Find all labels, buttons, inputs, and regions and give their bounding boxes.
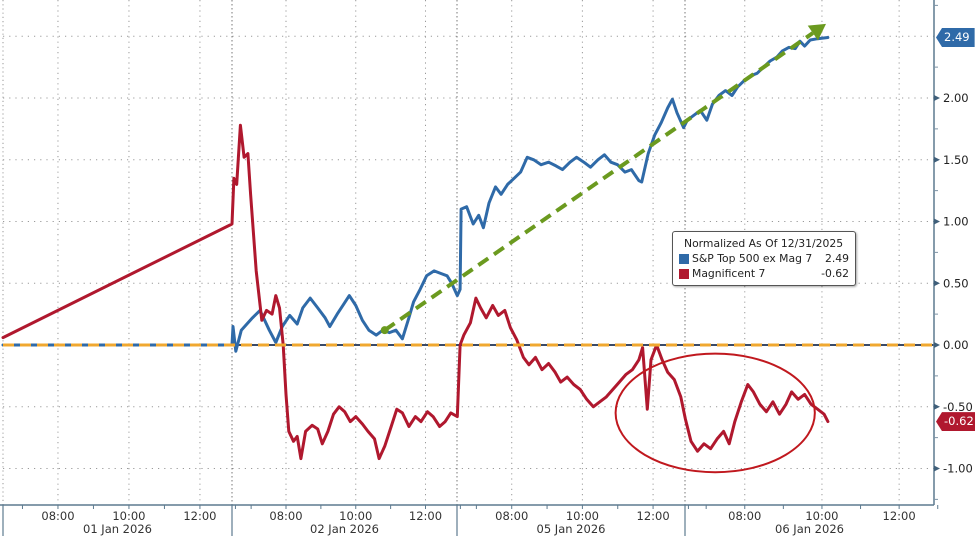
x-tick-label: 12:00 — [183, 509, 216, 523]
annotations — [3, 23, 934, 474]
y-tick-label: -1.00 — [943, 462, 973, 476]
legend-entry-sp500-ex-mag7: S&P Top 500 ex Mag 7 2.49 — [679, 251, 849, 266]
x-tick-label: 10:00 — [566, 509, 599, 523]
x-tick-label: 12:00 — [637, 509, 670, 523]
x-tick-label: 10:00 — [339, 509, 372, 523]
y-tick-label: 0.50 — [943, 276, 969, 290]
highlight-ellipse — [614, 352, 816, 474]
x-day-label: 06 Jan 2026 — [775, 522, 844, 536]
trend-arrow — [383, 31, 815, 332]
legend: Normalized As Of 12/31/2025 S&P Top 500 … — [672, 231, 856, 286]
arrow-head-icon — [807, 23, 827, 41]
x-tick-label: 12:00 — [883, 509, 916, 523]
legend-entry-value: -0.62 — [821, 267, 849, 280]
y-axis-ticks: 2.00 1.50 1.00 0.50 0.00 -0.50 -1.00 — [934, 4, 973, 500]
legend-entry-name: Magnificent 7 — [692, 267, 766, 280]
legend-swatch-icon — [679, 253, 689, 264]
y-tick-label: 0.00 — [943, 338, 969, 352]
magnificent-7-line — [1, 123, 830, 461]
x-tick-label: 10:00 — [805, 509, 838, 523]
x-tick-label: 10:00 — [112, 509, 145, 523]
x-tick-label: 08:00 — [269, 509, 302, 523]
legend-entry-value: 2.49 — [824, 252, 849, 265]
legend-swatch-icon — [679, 268, 689, 279]
series-lines — [1, 36, 830, 461]
y-tick-label: 2.00 — [943, 91, 969, 105]
trend-arrow-start-dot — [380, 326, 389, 335]
last-value-badge-magnificent-7: -0.62 — [936, 412, 975, 432]
y-tick-label: -0.50 — [943, 400, 973, 414]
x-day-label: 01 Jan 2026 — [83, 522, 152, 536]
legend-title: Normalized As Of 12/31/2025 — [684, 237, 844, 250]
last-value-badge-sp500-ex-mag7: 2.49 — [936, 27, 975, 47]
x-tick-label: 12:00 — [409, 509, 442, 523]
sp500-ex-mag7-line — [1, 36, 830, 353]
x-tick-label: 08:00 — [41, 509, 74, 523]
x-day-label: 02 Jan 2026 — [310, 522, 379, 536]
x-axis-ticks: 08:00 10:00 12:00 01 Jan 2026 08:00 10:00 12:0… — [21, 505, 939, 536]
x-day-label: 05 Jan 2026 — [537, 522, 606, 536]
x-tick-label: 08:00 — [728, 509, 761, 523]
legend-entry-magnificent-7: Magnificent 7 -0.62 — [679, 266, 849, 281]
y-tick-label: 1.50 — [943, 153, 969, 167]
day-separators — [231, 0, 686, 505]
x-tick-label: 08:00 — [495, 509, 528, 523]
y-tick-label: 1.00 — [943, 215, 969, 229]
legend-entry-name: S&P Top 500 ex Mag 7 — [692, 252, 813, 265]
